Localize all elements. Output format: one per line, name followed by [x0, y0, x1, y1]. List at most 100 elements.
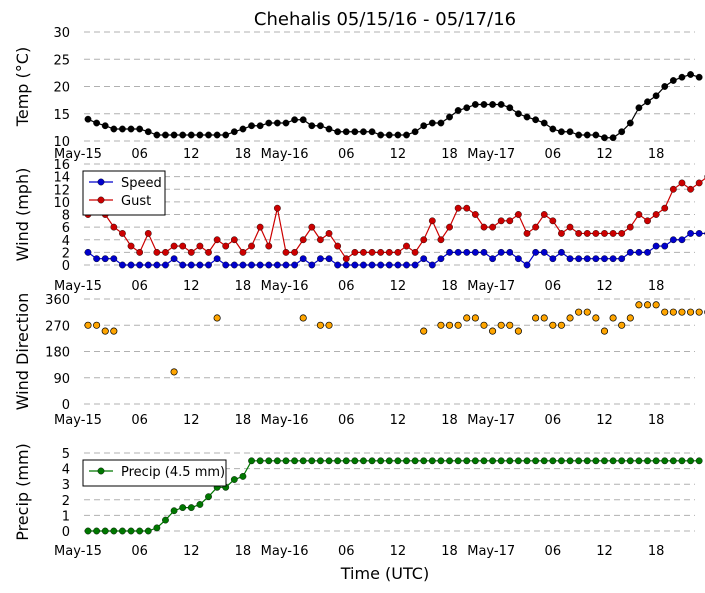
- data-point: [196, 242, 204, 250]
- x-tick-label: 18: [235, 413, 252, 428]
- data-point: [626, 314, 634, 322]
- data-point: [609, 457, 617, 465]
- data-point: [144, 128, 152, 136]
- data-point: [325, 457, 333, 465]
- data-point: [687, 230, 694, 237]
- data-point: [153, 248, 161, 256]
- data-point: [669, 77, 677, 84]
- data-point: [420, 457, 428, 465]
- y-tick-label: 270: [45, 319, 70, 334]
- data-point: [110, 125, 118, 133]
- y-tick-label: 3: [62, 478, 70, 493]
- data-point: [317, 122, 324, 130]
- data-point: [420, 236, 428, 244]
- data-point: [334, 242, 342, 250]
- x-tick-label: 06: [545, 544, 562, 559]
- data-point: [515, 457, 522, 465]
- data-point: [273, 204, 281, 212]
- data-point: [205, 131, 212, 139]
- legend-marker: [97, 178, 105, 186]
- x-tick-label: 12: [183, 279, 200, 294]
- data-point: [84, 115, 92, 123]
- data-point: [317, 236, 324, 244]
- data-point: [222, 261, 230, 269]
- data-point: [515, 211, 522, 218]
- data-point: [248, 261, 255, 269]
- data-point: [256, 122, 264, 130]
- x-tick-label: 12: [596, 413, 613, 428]
- data-point: [618, 321, 626, 329]
- x-tick-label: May-17: [467, 413, 515, 428]
- data-point: [678, 308, 686, 316]
- data-point: [273, 457, 281, 465]
- data-point: [308, 122, 316, 130]
- data-point: [403, 131, 410, 139]
- x-tick-label: 18: [441, 413, 458, 428]
- data-point: [411, 457, 419, 465]
- data-point: [291, 116, 298, 124]
- data-point: [558, 248, 565, 256]
- data-point: [592, 230, 600, 237]
- data-point: [101, 327, 109, 335]
- data-point: [471, 457, 479, 465]
- data-point: [480, 101, 488, 108]
- data-point: [635, 104, 643, 112]
- data-point: [618, 457, 626, 465]
- data-point: [342, 128, 350, 136]
- data-point: [644, 248, 651, 256]
- data-point: [162, 131, 169, 139]
- data-point: [497, 217, 505, 225]
- data-point: [144, 261, 152, 269]
- data-point: [532, 314, 540, 322]
- data-point: [558, 230, 565, 237]
- x-tick-label: 06: [131, 544, 148, 559]
- data-point: [506, 321, 514, 329]
- data-point: [592, 131, 600, 139]
- legend-label: Precip (4.5 mm): [121, 465, 225, 480]
- data-point: [403, 242, 410, 250]
- data-point: [299, 236, 307, 244]
- x-tick-label: May-17: [467, 147, 515, 162]
- data-point: [187, 261, 195, 269]
- x-tick-label: 06: [131, 147, 148, 162]
- data-point: [592, 255, 600, 263]
- data-point: [342, 255, 350, 263]
- data-point: [342, 457, 350, 465]
- data-point: [265, 119, 273, 127]
- data-point: [644, 98, 651, 106]
- data-point: [566, 223, 574, 231]
- data-point: [334, 128, 342, 136]
- data-point: [532, 457, 540, 465]
- data-point: [299, 116, 307, 124]
- data-point: [136, 125, 144, 133]
- data-point: [153, 261, 161, 269]
- data-point: [437, 321, 445, 329]
- data-point: [445, 321, 454, 329]
- data-point: [93, 255, 101, 263]
- data-point: [437, 119, 445, 127]
- x-tick-label: 18: [648, 147, 665, 162]
- data-point: [626, 223, 634, 231]
- data-point: [695, 308, 703, 316]
- data-point: [153, 131, 161, 139]
- x-tick-label: 18: [235, 544, 252, 559]
- data-point: [239, 261, 247, 269]
- data-point: [532, 223, 540, 231]
- data-point: [84, 248, 92, 256]
- data-point: [540, 457, 548, 465]
- data-point: [687, 457, 694, 465]
- y-tick-label: 2: [62, 494, 70, 509]
- data-point: [282, 248, 290, 256]
- data-point: [101, 527, 109, 535]
- legend-marker: [97, 196, 105, 204]
- data-point: [489, 101, 496, 108]
- data-point: [480, 457, 488, 465]
- data-point: [368, 261, 376, 269]
- data-point: [179, 261, 187, 269]
- data-point: [239, 248, 247, 256]
- data-point: [144, 527, 152, 535]
- data-point: [308, 223, 316, 231]
- legend: Precip (4.5 mm): [82, 459, 227, 487]
- data-point: [652, 92, 660, 100]
